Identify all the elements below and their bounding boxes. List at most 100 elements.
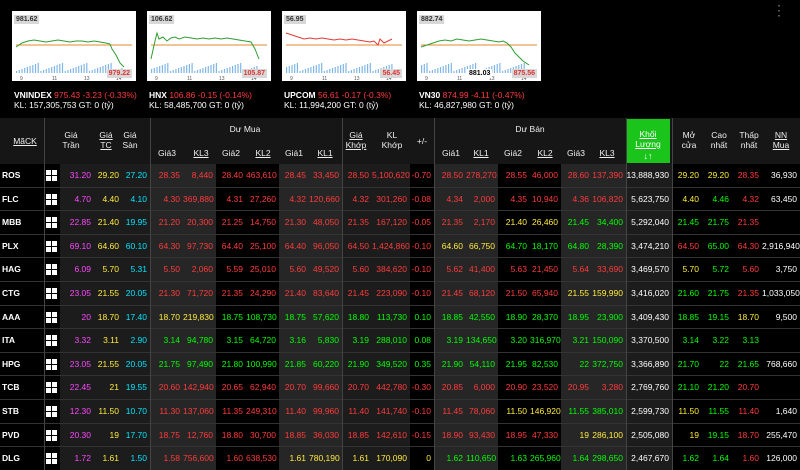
- cell-s2: 5.63: [510, 264, 527, 275]
- table-row[interactable]: PVD 20.30 19 17.70 18.75 12,760 18.80 30,700 18.…: [0, 423, 800, 448]
- detail-grid-icon[interactable]: [46, 382, 57, 394]
- cell-chg: -0.10: [411, 264, 431, 275]
- cell-khop: 1.61: [342, 447, 372, 470]
- cell-san: 4.10: [122, 187, 150, 212]
- stock-code[interactable]: HPG: [2, 358, 21, 369]
- stock-code[interactable]: DLG: [2, 453, 20, 464]
- detail-grid-icon[interactable]: [46, 240, 57, 252]
- volume-bar: [323, 71, 325, 73]
- index-panel-vnindex[interactable]: 9 11 13 14 981.62 979.22 VNINDEX 975.43 -3.23 …: [0, 0, 160, 118]
- stock-code[interactable]: PVD: [2, 429, 20, 440]
- volume-bar: [32, 65, 34, 73]
- time-tick-label: 9: [155, 76, 158, 81]
- cell-b3: 20.60: [150, 376, 183, 400]
- cell-bk1: 83,640: [309, 282, 342, 306]
- col-kl1-sell[interactable]: KL1: [473, 148, 489, 158]
- detail-grid-icon[interactable]: [46, 193, 57, 205]
- row-divider: [0, 233, 800, 235]
- stock-code[interactable]: FLC: [2, 193, 19, 204]
- detail-grid-icon[interactable]: [46, 429, 57, 441]
- cell-b1: 64.40: [279, 234, 309, 259]
- more-options-icon[interactable]: ⋮: [772, 2, 786, 18]
- detail-grid-icon[interactable]: [46, 217, 57, 229]
- col-kl1-buy[interactable]: KL1: [317, 148, 333, 158]
- stock-code[interactable]: STB: [2, 406, 19, 416]
- stock-code[interactable]: PLX: [2, 240, 19, 251]
- table-row[interactable]: HPG 23.05 21.55 20.05 21.75 97,490 21.80 100,99…: [0, 352, 800, 377]
- detail-grid-icon[interactable]: [46, 264, 57, 276]
- cell-tc: 18.70: [94, 305, 122, 330]
- low-value-label: 105.87: [241, 69, 267, 78]
- time-tick-label: 14: [521, 76, 527, 81]
- cell-s1: 5.62: [434, 258, 466, 282]
- detail-grid-icon[interactable]: [46, 170, 57, 181]
- table-row[interactable]: PLX 69.10 64.60 60.10 64.30 97,730 64.40 25,100…: [0, 234, 800, 259]
- group-du-ban: Dư Bán: [515, 124, 545, 134]
- row-divider: [0, 280, 800, 282]
- table-row[interactable]: CTG 23.05 21.55 20.05 21.30 71,720 21.35 24,290…: [0, 282, 800, 306]
- table-row[interactable]: DLG 1.72 1.61 1.50 1.58 756,600 1.60 638,530 1.6…: [0, 447, 800, 470]
- col-kl2-sell[interactable]: KL2: [537, 148, 553, 158]
- col-khoi-luong[interactable]: Khối Lượng ↓↑: [626, 119, 670, 163]
- stock-code[interactable]: HAG: [2, 264, 21, 275]
- cell-klk: 442,780: [372, 376, 410, 400]
- volume-bar: [291, 65, 293, 73]
- cell-mo: 21.60: [677, 288, 699, 298]
- cell-s2: 18.95: [505, 429, 527, 440]
- table-row[interactable]: MBB 22.85 21.40 19.95 21.20 20,300 21.25 14,750…: [0, 211, 800, 235]
- detail-grid-icon[interactable]: [46, 406, 57, 417]
- detail-grid-icon[interactable]: [46, 453, 57, 465]
- table-row[interactable]: AAA 20 18.70 17.40 18.70 219,830 18.75 108,730 1…: [0, 305, 800, 330]
- index-panel-vn30[interactable]: 9 11 13 14 882.74 875.56 881.03 VN30 874.99 -4.…: [405, 0, 565, 118]
- index-panel-upcom[interactable]: 9 11 13 14 56.95 56.45 UPCOM 56.61 -0.17 (-0.3…: [270, 0, 430, 118]
- cell-chg: -0.10: [411, 406, 431, 416]
- cell-tran: 3.32: [60, 329, 94, 353]
- cell-s1: 64.60: [434, 234, 466, 259]
- stock-code[interactable]: AAA: [2, 311, 21, 322]
- cell-s2: 21.40: [505, 217, 527, 228]
- sort-icon[interactable]: ↓↑: [643, 151, 653, 161]
- index-panel-hnx[interactable]: 9 11 13 14 106.62 105.87 HNX 106.86 -0.15 (-0.…: [135, 0, 295, 118]
- low-value-label: 979.22: [106, 69, 132, 78]
- cell-vol: 5,623,750: [626, 187, 672, 212]
- table-row[interactable]: HAG 6.09 5.70 5.31 5.50 2,060 5.59 25,010 5.60 49…: [0, 258, 800, 282]
- cell-tc: 4.40: [94, 187, 122, 212]
- cell-sk1: 134,650: [466, 329, 498, 353]
- cell-bk3: 2,060: [183, 258, 216, 282]
- col-gia-tran: Giá Trần: [62, 130, 80, 150]
- col-kl2-buy[interactable]: KL2: [255, 148, 271, 158]
- col-ma-ck[interactable]: MãCK: [13, 136, 37, 146]
- stock-code[interactable]: CTG: [2, 288, 20, 298]
- table-row[interactable]: STB 12.30 11.50 10.70 11.30 137,060 11.35 249,3…: [0, 400, 800, 424]
- col-gia-tc[interactable]: Giá TC: [99, 130, 113, 150]
- table-row[interactable]: ITA 3.32 3.11 2.90 3.14 94,780 3.15 64,720 3.16 5…: [0, 329, 800, 353]
- detail-grid-icon[interactable]: [46, 358, 57, 370]
- table-row[interactable]: ROS 31.20 29.20 27.20 28.35 8,440 28.40 463,610…: [0, 164, 800, 188]
- detail-grid-icon[interactable]: [46, 288, 57, 299]
- table-row[interactable]: FLC 4.70 4.40 4.10 4.30 369,880 4.31 27,260 4.32…: [0, 187, 800, 212]
- col-nn-mua[interactable]: NN Mua: [772, 130, 790, 150]
- detail-grid-icon[interactable]: [46, 311, 57, 323]
- volume-bar: [523, 63, 525, 73]
- volume-bar: [45, 69, 47, 73]
- col-kl3-sell[interactable]: KL3: [599, 148, 615, 158]
- col-kl3-buy[interactable]: KL3: [193, 148, 209, 158]
- cell-bk3: 97,730: [183, 234, 216, 259]
- cell-san: 17.40: [122, 305, 150, 330]
- cell-sk3: 286,100: [592, 423, 626, 448]
- cell-cao: 4.46: [712, 193, 729, 204]
- stock-code[interactable]: ROS: [2, 170, 21, 180]
- col-gia-khop[interactable]: Giá Khớp: [345, 130, 367, 150]
- volume-bar: [377, 69, 379, 73]
- stock-code[interactable]: ITA: [2, 335, 16, 346]
- cell-b3: 4.30: [150, 187, 183, 212]
- table-row[interactable]: TCB 22.45 21 19.55 20.60 142,940 20.65 62,940 20…: [0, 376, 800, 400]
- cell-sk3: 3,280: [592, 376, 626, 400]
- index-summary: UPCOM 56.61 -0.17 (-0.3%): [284, 90, 391, 100]
- stock-code[interactable]: TCB: [2, 382, 20, 393]
- cell-sk2: 265,960: [530, 453, 561, 464]
- volume-bar: [167, 63, 169, 73]
- detail-grid-icon[interactable]: [46, 335, 57, 347]
- volume-bar: [423, 64, 425, 73]
- stock-code[interactable]: MBB: [2, 217, 22, 228]
